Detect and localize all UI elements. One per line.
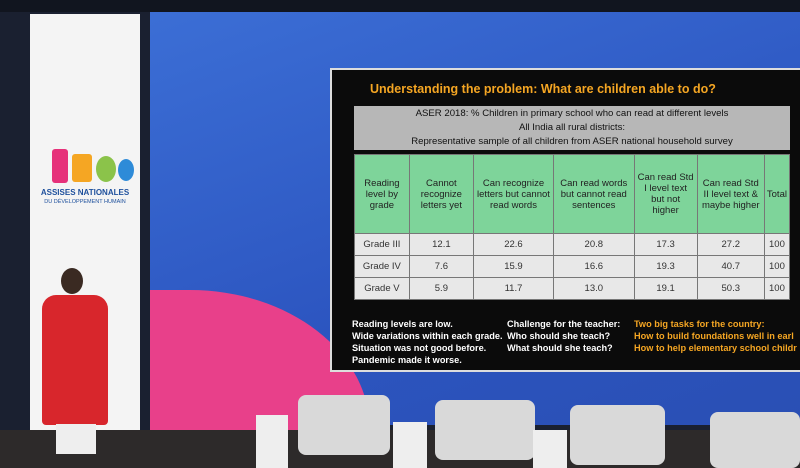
table-cell: 7.6 (408, 255, 474, 278)
chair (570, 405, 665, 465)
notes: Two big tasks for the country: How to bui… (634, 318, 800, 354)
table-cell: 100 (763, 277, 791, 300)
chair (435, 400, 535, 460)
header-row: Reading level by grade Cannot recognize l… (354, 154, 791, 234)
column-header: Can read words but cannot read sentences (553, 154, 635, 234)
note-line: Situation was not good before. (352, 343, 487, 353)
ceiling (0, 0, 800, 12)
chair (710, 412, 800, 468)
table-cell: 22.6 (472, 233, 555, 256)
table-cell: 27.2 (696, 233, 765, 256)
table-cell: 13.0 (553, 277, 635, 300)
caption-line: Representative sample of all children fr… (411, 136, 733, 147)
slide: Understanding the problem: What are chil… (330, 68, 800, 372)
side-table (256, 415, 288, 468)
caption-line: ASER 2018: % Children in primary school … (415, 108, 729, 119)
table-row: Grade V 5.9 11.7 13.0 19.1 50.3 100 (354, 277, 791, 300)
notes: Challenge for the teacher: Who should she… (507, 318, 632, 354)
table-cell: 16.6 (553, 255, 635, 278)
banner-line: ASSISES NATIONALES (40, 188, 130, 197)
logo-shape (52, 149, 68, 183)
note-line: Reading levels are low. (352, 319, 453, 329)
side-table (533, 430, 567, 468)
table-cell: 100 (763, 233, 791, 256)
column-header: Cannot recognize letters yet (408, 154, 474, 234)
data-table: Reading level by grade Cannot recognize l… (354, 154, 791, 300)
table-cell: 100 (763, 255, 791, 278)
table-cell: 50.3 (696, 277, 765, 300)
table-cell: 15.9 (472, 255, 555, 278)
table-cell: 19.3 (633, 255, 698, 278)
column-header: Reading level by grade (354, 154, 410, 234)
table-caption: ASER 2018: % Children in primary school … (354, 106, 790, 150)
table-cell: 17.3 (633, 233, 698, 256)
logo-shape (72, 154, 92, 182)
table-cell: 12.1 (408, 233, 474, 256)
speaker-body (42, 295, 108, 425)
speaker-head (61, 268, 83, 294)
banner-line: DU DÉVELOPPEMENT HUMAIN (44, 199, 126, 205)
speaker-legs (56, 424, 96, 454)
column-header: Can recognize letters but cannot read wo… (472, 154, 555, 234)
table-row: Grade III 12.1 22.6 20.8 17.3 27.2 100 (354, 233, 791, 256)
note-line: Two big tasks for the country: (634, 319, 765, 329)
note-line: What should she teach? (507, 343, 613, 353)
table-cell: 5.9 (408, 277, 474, 300)
note-line: Who should she teach? (507, 331, 611, 341)
row-label: Grade III (354, 233, 410, 256)
row-label: Grade IV (354, 255, 410, 278)
logo-shape (118, 159, 134, 181)
table-cell: 20.8 (553, 233, 635, 256)
table-cell: 40.7 (696, 255, 765, 278)
logo-shape (96, 156, 116, 182)
table-row: Grade IV 7.6 15.9 16.6 19.3 40.7 100 (354, 255, 791, 278)
chair (298, 395, 390, 455)
notes: Reading levels are low. Wide variations w… (352, 318, 502, 366)
note-line: How to help elementary school childr (634, 343, 797, 353)
note-line: Pandemic made it worse. (352, 355, 462, 365)
column-header: Total (763, 154, 791, 234)
note-line: How to build foundations well in earl (634, 331, 794, 341)
row-label: Grade V (354, 277, 410, 300)
side-table (393, 422, 427, 468)
column-header: Can read Std I level text but not higher (633, 154, 698, 234)
table-cell: 11.7 (472, 277, 555, 300)
slide-title: Understanding the problem: What are chil… (370, 82, 716, 96)
table-cell: 19.1 (633, 277, 698, 300)
column-header: Can read Std II level text & maybe highe… (696, 154, 765, 234)
note-line: Wide variations within each grade. (352, 331, 502, 341)
note-line: Challenge for the teacher: (507, 319, 621, 329)
caption-line: All India all rural districts: (518, 122, 626, 133)
